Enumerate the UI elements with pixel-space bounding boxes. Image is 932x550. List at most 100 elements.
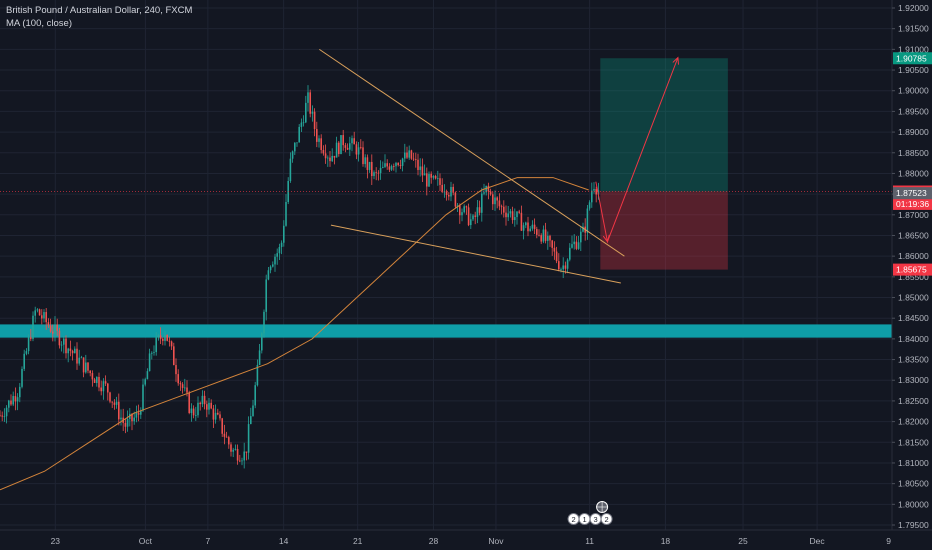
candle-body <box>305 102 307 123</box>
wedge-lower-trendline[interactable] <box>330 224 621 284</box>
price-tick-label: 1.91000 <box>898 44 929 54</box>
moving-average-line[interactable] <box>0 177 589 491</box>
candle-body <box>560 269 562 271</box>
candle-body <box>401 158 404 166</box>
candle-body <box>509 211 512 214</box>
candle-body <box>333 155 336 158</box>
candle-body <box>223 433 226 437</box>
candle-body <box>188 392 190 413</box>
candle-body <box>555 251 558 262</box>
stop-loss-zone[interactable] <box>600 191 728 270</box>
candle-body <box>258 350 261 365</box>
candle-body <box>324 153 327 159</box>
price-tick-label: 1.88500 <box>898 148 929 158</box>
take-profit-zone[interactable] <box>600 58 728 192</box>
candle-body <box>544 229 547 241</box>
candle-body <box>492 194 494 205</box>
candle-body <box>349 143 351 150</box>
time-tick-label: 23 <box>51 536 61 546</box>
price-tick-label: 1.79500 <box>898 520 929 530</box>
candle-body <box>74 348 76 354</box>
candle-body <box>10 400 12 405</box>
candle-body <box>489 191 492 195</box>
price-tag[interactable] <box>893 263 932 276</box>
candle-body <box>135 412 138 418</box>
candle-body <box>412 158 415 160</box>
candle-body <box>384 163 386 167</box>
candles[interactable] <box>0 85 600 469</box>
candle-body <box>553 247 556 252</box>
candle-body <box>45 312 47 323</box>
price-tick-label: 1.80500 <box>898 479 929 489</box>
candle-body <box>379 167 382 174</box>
candle-body <box>100 387 102 392</box>
candle-body <box>214 412 217 420</box>
price-tick-label: 1.84500 <box>898 313 929 323</box>
candle-body <box>322 149 325 154</box>
candle-body <box>250 416 252 425</box>
candle-body <box>575 241 578 249</box>
candle-body <box>316 129 318 142</box>
candle-body <box>542 229 545 242</box>
time-tick-label: 18 <box>661 536 671 546</box>
candle-body <box>63 338 65 345</box>
support-zone[interactable] <box>0 324 892 338</box>
candle-body <box>85 362 87 373</box>
event-badge[interactable] <box>600 513 613 525</box>
candle-body <box>241 460 243 462</box>
candle-body <box>410 150 413 159</box>
candle-body <box>186 387 188 393</box>
candle-body <box>467 207 470 226</box>
price-tick-label: 1.83500 <box>898 355 929 365</box>
candle-body <box>483 192 485 194</box>
time-axis[interactable]: 23 Oct 7 14 21 28 Nov 11 18 25 Dec 9 <box>0 529 932 550</box>
candle-body <box>355 144 358 155</box>
candle-body <box>423 173 426 176</box>
candle-body <box>254 385 256 406</box>
candle-body <box>351 138 353 144</box>
candle-body <box>197 402 199 416</box>
candle-body <box>549 235 551 241</box>
candle-body <box>313 111 316 130</box>
candle-body <box>432 175 435 178</box>
candle-body <box>219 414 221 419</box>
candle-body <box>428 173 430 187</box>
price-tag[interactable] <box>893 197 932 210</box>
price-axis[interactable]: 1.92000 1.91500 1.91000 1.90500 1.90000 1.895… <box>891 0 932 550</box>
candle-body <box>228 437 230 445</box>
price-tag[interactable] <box>893 187 932 200</box>
candle-body <box>89 370 91 374</box>
candle-body <box>285 201 287 226</box>
candle-body <box>525 222 527 226</box>
candle-body <box>364 157 366 165</box>
candle-body <box>162 338 164 341</box>
candle-body <box>1 415 3 417</box>
candle-body <box>346 147 349 150</box>
candle-body <box>131 413 133 422</box>
candle-body <box>49 325 52 332</box>
candle-body <box>393 166 395 167</box>
candle-body <box>362 147 364 165</box>
candle-body <box>496 197 498 201</box>
candle-body <box>366 157 369 170</box>
candle-body <box>518 211 520 213</box>
candle-body <box>12 396 14 405</box>
indicator-title[interactable]: MA (100, close) <box>6 18 72 29</box>
candle-body <box>179 383 182 385</box>
candle-body <box>133 417 135 422</box>
candle-body <box>593 188 595 191</box>
candle-body <box>538 234 540 236</box>
candle-body <box>454 192 457 207</box>
candle-body <box>142 384 144 411</box>
candle-body <box>382 166 384 168</box>
wedge-upper-trendline[interactable] <box>319 48 625 257</box>
symbol-title[interactable]: British Pound / Australian Dollar, 240, … <box>6 5 193 16</box>
candle-body <box>217 412 219 415</box>
time-axis-background <box>0 530 932 550</box>
time-tick-label: 11 <box>585 536 594 546</box>
candle-body <box>291 151 294 159</box>
price-tag[interactable] <box>893 52 932 65</box>
